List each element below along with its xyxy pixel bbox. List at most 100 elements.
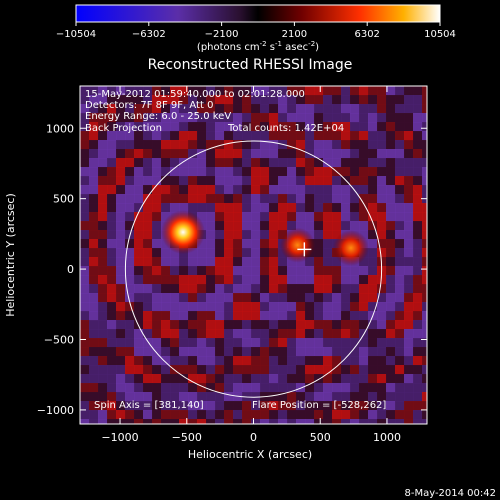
image-pixel <box>269 266 279 276</box>
image-pixel <box>377 293 387 303</box>
image-pixel <box>161 167 171 177</box>
image-pixel <box>161 392 171 402</box>
image-pixel <box>269 140 279 150</box>
image-pixel <box>89 383 99 393</box>
image-pixel <box>188 194 198 204</box>
image-pixel <box>287 329 297 339</box>
image-pixel <box>116 194 126 204</box>
image-pixel <box>395 239 405 249</box>
image-pixel <box>197 293 207 303</box>
image-pixel <box>377 203 387 213</box>
image-pixel <box>386 347 396 357</box>
image-pixel <box>143 329 153 339</box>
image-pixel <box>386 221 396 231</box>
image-pixel <box>170 374 180 384</box>
image-pixel <box>413 230 423 240</box>
image-pixel <box>80 392 90 402</box>
image-pixel <box>332 104 342 114</box>
image-pixel <box>233 419 243 424</box>
image-pixel <box>179 374 189 384</box>
image-pixel <box>98 311 108 321</box>
image-pixel <box>107 140 117 150</box>
image-pixel <box>395 302 405 312</box>
image-pixel <box>260 311 270 321</box>
image-pixel <box>188 167 198 177</box>
image-pixel <box>179 113 189 123</box>
image-pixel <box>314 275 324 285</box>
image-pixel <box>413 275 423 285</box>
image-pixel <box>116 131 126 141</box>
image-pixel <box>197 95 207 105</box>
image-pixel <box>197 167 207 177</box>
image-pixel <box>206 113 216 123</box>
image-pixel <box>386 392 396 402</box>
image-pixel <box>314 266 324 276</box>
image-pixel <box>179 149 189 159</box>
image-pixel <box>179 122 189 132</box>
image-pixel <box>89 221 99 231</box>
image-pixel <box>233 239 243 249</box>
image-pixel <box>296 86 306 96</box>
image-pixel <box>242 311 252 321</box>
image-pixel <box>314 230 324 240</box>
image-pixel <box>332 203 342 213</box>
image-pixel <box>224 365 234 375</box>
image-pixel <box>323 149 333 159</box>
image-pixel <box>224 338 234 348</box>
image-pixel <box>287 284 297 294</box>
image-pixel <box>152 275 162 285</box>
image-pixel <box>314 338 324 348</box>
image-pixel <box>152 410 162 420</box>
image-pixel <box>386 149 396 159</box>
image-pixel <box>152 266 162 276</box>
image-pixel <box>143 248 153 258</box>
image-pixel <box>359 194 369 204</box>
image-pixel <box>341 356 351 366</box>
image-pixel <box>251 95 261 105</box>
image-pixel <box>143 410 153 420</box>
image-pixel <box>170 338 180 348</box>
image-pixel <box>215 86 225 96</box>
image-pixel <box>98 284 108 294</box>
y-tick-label: −1000 <box>37 404 74 417</box>
image-pixel <box>188 419 198 424</box>
image-pixel <box>206 266 216 276</box>
image-pixel <box>179 86 189 96</box>
image-pixel <box>179 158 189 168</box>
footer-timestamp: 8-May-2014 00:42 <box>404 488 496 499</box>
total-counts-text: Total counts: 1.42E+04 <box>227 123 344 134</box>
image-pixel <box>80 302 90 312</box>
image-pixel <box>269 419 279 424</box>
image-pixel <box>386 329 396 339</box>
image-pixel <box>197 311 207 321</box>
image-pixel <box>377 311 387 321</box>
image-pixel <box>368 284 378 294</box>
image-pixel <box>296 293 306 303</box>
colorbar-tick-label: 10504 <box>424 29 456 40</box>
colorbar-tick-label: −2100 <box>205 29 239 40</box>
image-pixel <box>341 158 351 168</box>
image-pixel <box>152 149 162 159</box>
image-pixel <box>359 230 369 240</box>
image-pixel <box>422 185 427 195</box>
image-pixel <box>80 365 90 375</box>
image-pixel <box>80 383 90 393</box>
image-pixel <box>116 266 126 276</box>
image-pixel <box>125 275 135 285</box>
image-pixel <box>395 257 405 267</box>
image-pixel <box>323 194 333 204</box>
y-tick-label: 1000 <box>46 122 74 135</box>
image-pixel <box>134 239 144 249</box>
image-pixel <box>89 293 99 303</box>
image-pixel <box>80 149 90 159</box>
image-pixel <box>98 122 108 132</box>
image-pixel <box>422 302 427 312</box>
image-pixel <box>296 284 306 294</box>
image-pixel <box>80 410 90 420</box>
image-pixel <box>89 338 99 348</box>
image-pixel <box>305 95 315 105</box>
image-pixel <box>323 86 333 96</box>
image-pixel <box>341 374 351 384</box>
image-pixel <box>386 113 396 123</box>
image-pixel <box>359 113 369 123</box>
